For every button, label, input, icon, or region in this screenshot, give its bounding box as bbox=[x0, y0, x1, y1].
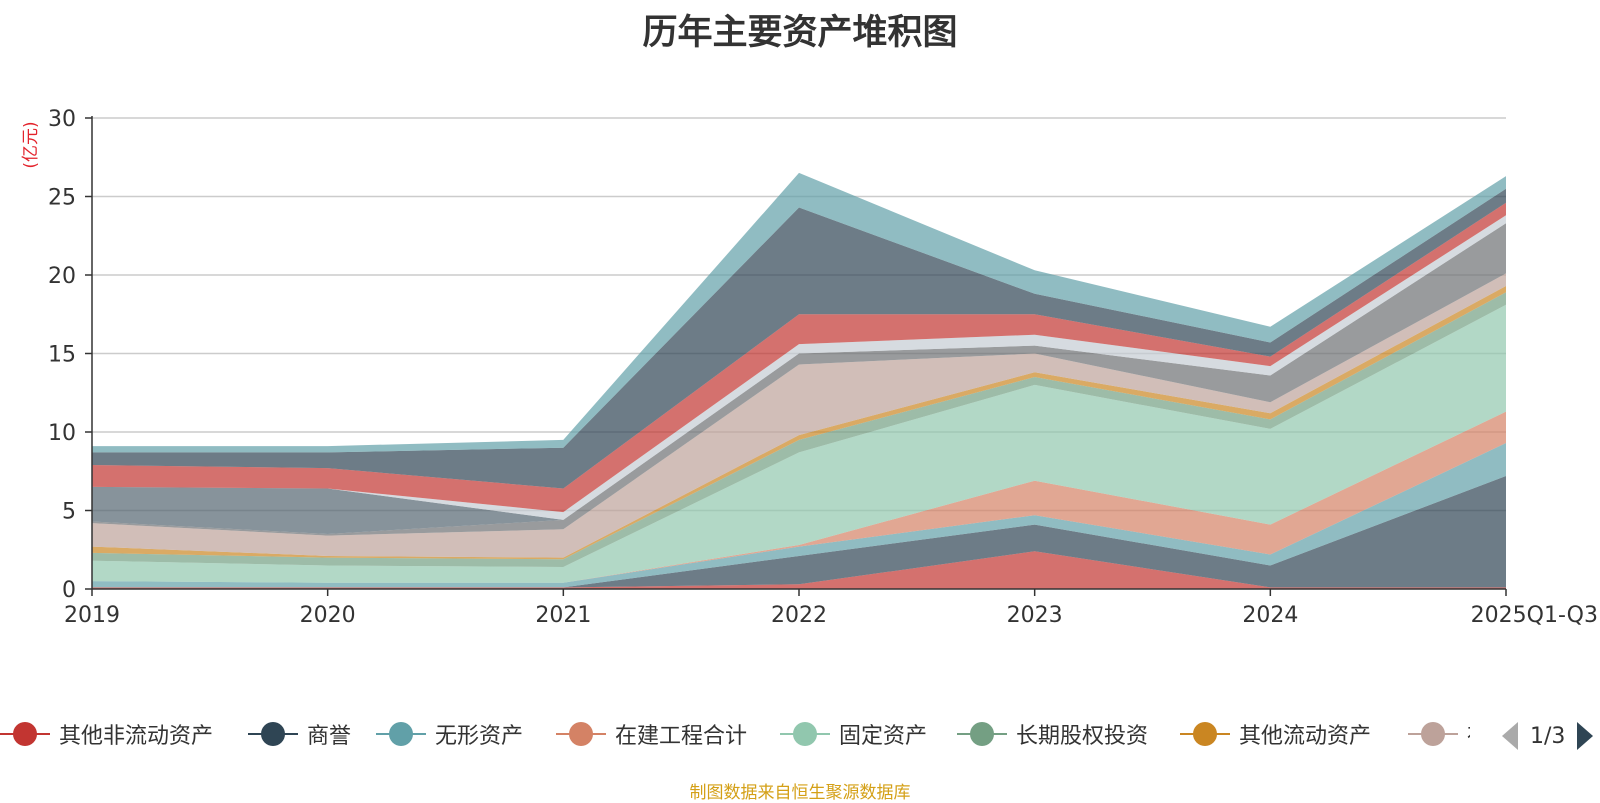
series-area[interactable] bbox=[92, 551, 1506, 589]
legend-item[interactable]: 其他非流动资产 bbox=[0, 716, 213, 752]
series-area[interactable] bbox=[92, 188, 1506, 489]
x-tick-label: 2025Q1-Q3 bbox=[1471, 603, 1598, 628]
legend-item[interactable]: 存货 bbox=[1408, 716, 1470, 752]
y-tick-label: 0 bbox=[62, 578, 76, 603]
legend-pager: 1/3 bbox=[1500, 718, 1595, 754]
legend-label: 无形资产 bbox=[435, 724, 524, 749]
x-tick-label: 2024 bbox=[1242, 603, 1298, 628]
legend-marker-icon bbox=[1408, 716, 1458, 752]
series-area[interactable] bbox=[92, 223, 1506, 534]
chart-title: 历年主要资产堆积图 bbox=[642, 13, 958, 53]
series-area[interactable] bbox=[92, 202, 1506, 513]
y-tick-label: 10 bbox=[48, 421, 76, 446]
legend-label: 其他流动资产 bbox=[1239, 724, 1372, 749]
y-tick-label: 20 bbox=[48, 264, 76, 289]
x-tick-label: 2022 bbox=[771, 603, 827, 628]
legend-prev-icon[interactable] bbox=[1500, 721, 1520, 751]
legend-marker-icon bbox=[957, 716, 1007, 752]
series-area[interactable] bbox=[92, 215, 1506, 520]
series-area[interactable] bbox=[92, 223, 1506, 536]
legend-page-label: 1/3 bbox=[1530, 723, 1566, 749]
y-tick-label: 15 bbox=[48, 343, 76, 368]
legend-label: 其他非流动资产 bbox=[59, 724, 214, 749]
y-axis-unit-label: (亿元) bbox=[21, 121, 41, 168]
x-tick-label: 2020 bbox=[300, 603, 356, 628]
x-tick-label: 2019 bbox=[64, 603, 120, 628]
legend-label: 固定资产 bbox=[839, 724, 928, 749]
legend-marker-icon bbox=[556, 716, 606, 752]
legend-marker-icon bbox=[780, 716, 830, 752]
legend-marker-icon bbox=[1180, 716, 1230, 752]
legend-item[interactable]: 长期股权投资 bbox=[957, 716, 1148, 752]
series-area[interactable] bbox=[92, 476, 1506, 588]
y-tick-label: 30 bbox=[48, 107, 76, 132]
legend: 其他非流动资产 商誉 无形资产 在建工程合计 固定资产 长期股权投资 其他流动资产 存货 bbox=[0, 716, 1470, 756]
legend-item[interactable]: 固定资产 bbox=[780, 716, 927, 752]
axes: 0 5 10 15 20 25 30 2019 2020 2021 2022 2023 2024 2025… bbox=[48, 107, 1598, 628]
legend-item[interactable]: 其他流动资产 bbox=[1180, 716, 1371, 752]
data-source-note: 制图数据来自恒生聚源数据库 bbox=[689, 783, 911, 803]
series-area[interactable] bbox=[92, 304, 1506, 583]
stacked-area-chart: 0 5 10 15 20 25 30 2019 2020 2021 2022 2023 2024 2025… bbox=[21, 107, 1598, 628]
x-tick-label: 2021 bbox=[535, 603, 591, 628]
legend-label: 商誉 bbox=[307, 724, 352, 749]
legend-label: 存货 bbox=[1467, 718, 1470, 750]
legend-marker-icon bbox=[0, 716, 50, 752]
series-area[interactable] bbox=[92, 273, 1506, 558]
y-tick-label: 5 bbox=[62, 500, 76, 525]
y-tick-label: 25 bbox=[48, 186, 76, 211]
legend-label: 长期股权投资 bbox=[1016, 724, 1149, 749]
legend-marker-icon bbox=[376, 716, 426, 752]
area-series bbox=[92, 172, 1506, 589]
legend-label: 在建工程合计 bbox=[615, 724, 748, 749]
legend-next-icon[interactable] bbox=[1575, 721, 1595, 751]
legend-marker-icon bbox=[248, 716, 298, 752]
legend-item[interactable]: 在建工程合计 bbox=[556, 716, 747, 752]
legend-item[interactable]: 无形资产 bbox=[376, 716, 523, 752]
legend-item[interactable]: 商誉 bbox=[248, 716, 351, 752]
x-tick-label: 2023 bbox=[1007, 603, 1063, 628]
